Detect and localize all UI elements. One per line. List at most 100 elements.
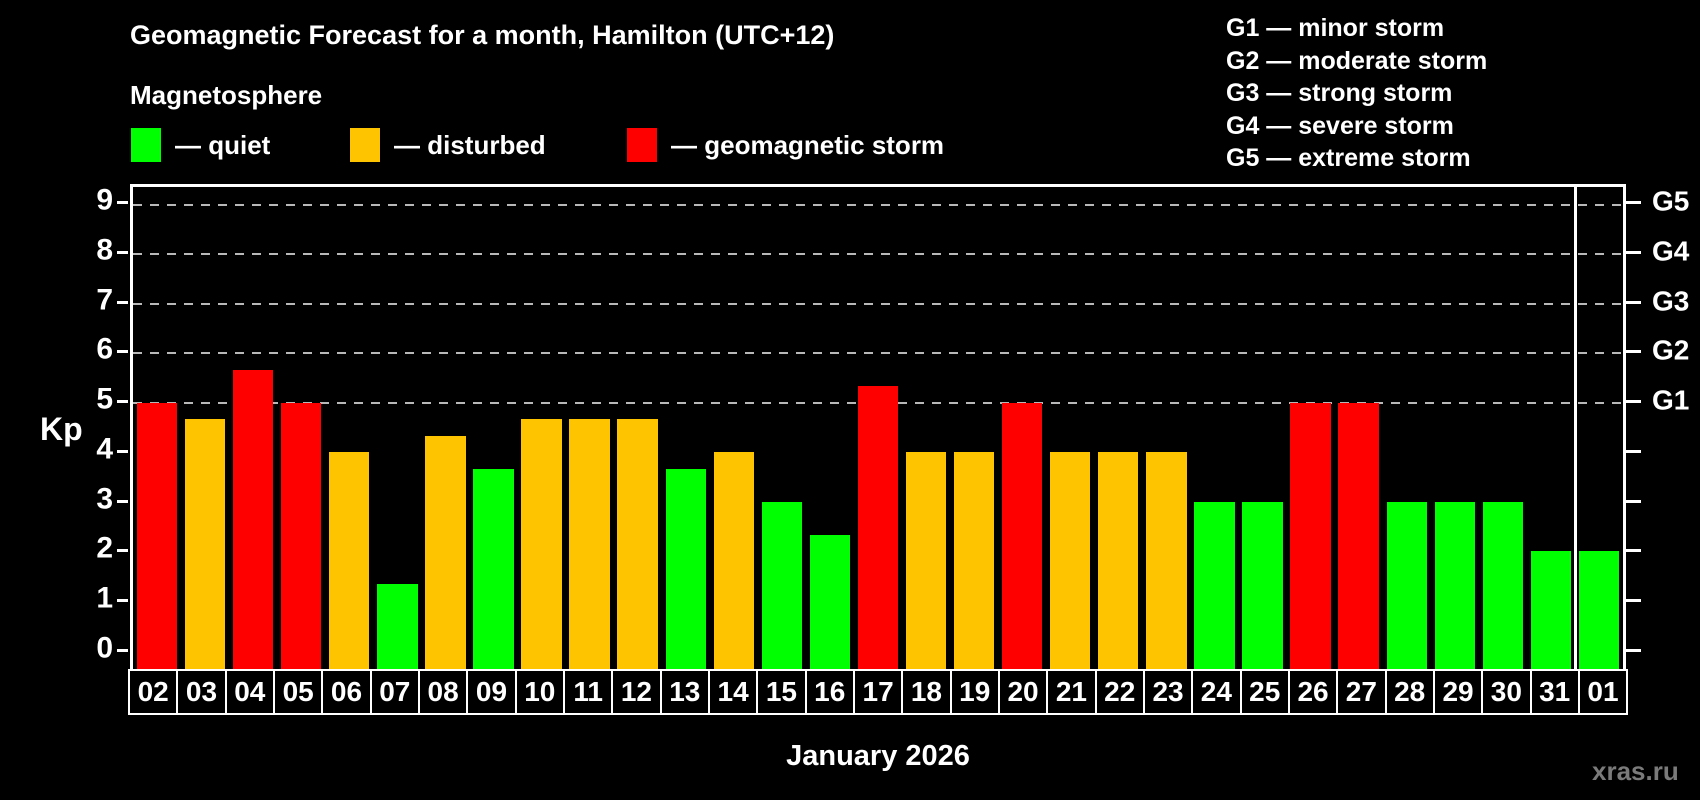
y-tick-label-8: 8 — [96, 233, 113, 267]
bars-layer — [133, 187, 1623, 669]
y-tick-label-4: 4 — [96, 432, 113, 466]
plot-area — [130, 184, 1626, 669]
date-cell-25: 25 — [1239, 669, 1290, 715]
date-cell-15: 15 — [756, 669, 807, 715]
kp-bar-24 — [1194, 501, 1235, 669]
y-tick-label-7: 7 — [96, 283, 113, 317]
bar-column-27 — [1335, 187, 1383, 669]
kp-bar-11 — [569, 419, 610, 669]
date-cell-11: 11 — [562, 669, 614, 715]
y-tick-left-3 — [117, 499, 128, 503]
quiet-color-swatch — [131, 128, 161, 162]
kp-bar-13 — [665, 468, 706, 669]
date-cell-31: 31 — [1529, 669, 1580, 715]
storm-color-swatch — [627, 128, 657, 162]
y-tick-left-1 — [117, 599, 128, 603]
date-cell-22: 22 — [1094, 669, 1145, 715]
kp-bar-26 — [1290, 402, 1331, 669]
page-title: Geomagnetic Forecast for a month, Hamilt… — [130, 20, 835, 50]
kp-bar-30 — [1482, 501, 1523, 669]
y-tick-right-1 — [1626, 599, 1641, 603]
bar-column-21 — [1046, 187, 1094, 669]
bar-column-10 — [518, 187, 566, 669]
y-tick-left-2 — [117, 549, 128, 553]
date-cell-16: 16 — [804, 669, 855, 715]
x-axis-date-row: 02 03 04 05 06 07 08 09 10 11 12 13 14 15 16 17 18 19 20 21… — [128, 669, 1629, 715]
y-tick-right-3 — [1626, 499, 1641, 503]
bar-column-19 — [950, 187, 998, 669]
y-tick-label-2: 2 — [96, 532, 113, 566]
kp-bar-03 — [184, 419, 226, 669]
kp-bar-25 — [1242, 501, 1283, 669]
bar-column-15 — [758, 187, 806, 669]
bar-column-18 — [902, 187, 950, 669]
kp-bar-16 — [809, 534, 851, 669]
kp-bar-07 — [377, 584, 418, 669]
date-cell-13: 13 — [659, 669, 710, 715]
date-cell-01: 01 — [1577, 669, 1629, 715]
g-scale-legend-line-g2: G2 — moderate storm — [1226, 46, 1488, 75]
bar-column-28 — [1383, 187, 1431, 669]
kp-bar-08 — [425, 435, 466, 669]
date-cell-24: 24 — [1191, 669, 1242, 715]
bar-column-26 — [1287, 187, 1335, 669]
date-cell-02: 02 — [128, 669, 179, 715]
legend-item-storm: — geomagnetic storm — [627, 127, 944, 163]
bar-column-31 — [1527, 187, 1575, 669]
kp-bar-09 — [473, 468, 514, 669]
date-cell-18: 18 — [901, 669, 952, 715]
date-cell-30: 30 — [1481, 669, 1532, 715]
bar-column-13 — [662, 187, 710, 669]
date-cell-17: 17 — [852, 669, 904, 715]
kp-bar-20 — [1002, 402, 1043, 669]
g-scale-legend-line-g3: G3 — strong storm — [1226, 79, 1453, 107]
kp-bar-01 — [1578, 551, 1620, 669]
bar-column-25 — [1238, 187, 1286, 669]
bar-column-22 — [1094, 187, 1142, 669]
date-cell-26: 26 — [1287, 669, 1339, 715]
legend-label-disturbed: — disturbed — [394, 129, 546, 160]
bar-column-06 — [325, 187, 373, 669]
bar-column-16 — [806, 187, 854, 669]
y-tick-left-8 — [117, 250, 128, 254]
date-cell-12: 12 — [611, 669, 662, 715]
y-tick-left-6 — [117, 350, 128, 354]
bar-column-29 — [1431, 187, 1479, 669]
kp-bar-19 — [953, 452, 995, 669]
bar-column-17 — [854, 187, 902, 669]
y-tick-right-9 — [1626, 200, 1641, 204]
date-cell-14: 14 — [707, 669, 759, 715]
bar-column-04 — [229, 187, 277, 669]
date-cell-29: 29 — [1432, 669, 1484, 715]
y-axis-title: Kp — [40, 411, 83, 447]
date-cell-21: 21 — [1046, 669, 1097, 715]
legend-item-quiet: — quiet — [131, 127, 270, 163]
kp-bar-31 — [1530, 551, 1572, 669]
date-cell-10: 10 — [514, 669, 565, 715]
y-tick-right-4 — [1626, 449, 1641, 453]
bar-column-20 — [998, 187, 1046, 669]
y-tick-right-5 — [1626, 400, 1641, 404]
date-cell-07: 07 — [369, 669, 420, 715]
date-cell-05: 05 — [272, 669, 324, 715]
gridline-kp8 — [133, 253, 1623, 256]
kp-bar-29 — [1434, 501, 1475, 669]
kp-bar-17 — [857, 386, 899, 669]
kp-bar-21 — [1050, 452, 1091, 669]
bar-column-30 — [1479, 187, 1527, 669]
y-tick-label-3: 3 — [96, 482, 113, 516]
kp-bar-06 — [329, 452, 370, 669]
legend-label-storm: — geomagnetic storm — [671, 129, 945, 160]
y-tick-left-9 — [117, 200, 128, 204]
bar-column-09 — [469, 187, 517, 669]
gridline-kp9 — [133, 203, 1623, 206]
y-tick-left-4 — [117, 449, 128, 453]
bar-column-01 — [1575, 187, 1623, 669]
y-tick-label-9: 9 — [96, 183, 113, 217]
date-cell-08: 08 — [417, 669, 469, 715]
g-scale-legend: G1 — minor storm G2 — moderate storm G3 … — [1226, 12, 1487, 175]
bar-column-23 — [1142, 187, 1190, 669]
y-tick-left-0 — [117, 649, 128, 653]
bar-column-02 — [133, 187, 181, 669]
